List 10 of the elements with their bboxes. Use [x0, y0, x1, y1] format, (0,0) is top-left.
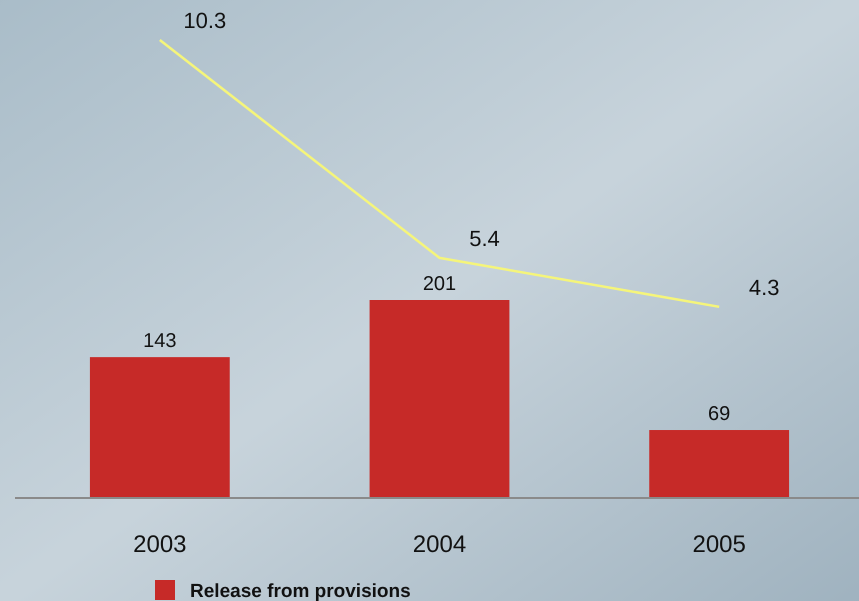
- x-tick-label: 2005: [692, 531, 746, 558]
- data-label: 4.3: [748, 274, 780, 300]
- data-label: 10.3: [183, 8, 226, 33]
- x-tick-label: 2003: [133, 531, 187, 558]
- data-label: 201: [422, 273, 456, 295]
- data-label: 143: [143, 330, 177, 352]
- data-label: 69: [708, 403, 730, 426]
- x-tick-label: 2004: [412, 531, 466, 558]
- data-label: 5.4: [469, 226, 500, 251]
- legend-label: Release from provisions: [190, 581, 411, 601]
